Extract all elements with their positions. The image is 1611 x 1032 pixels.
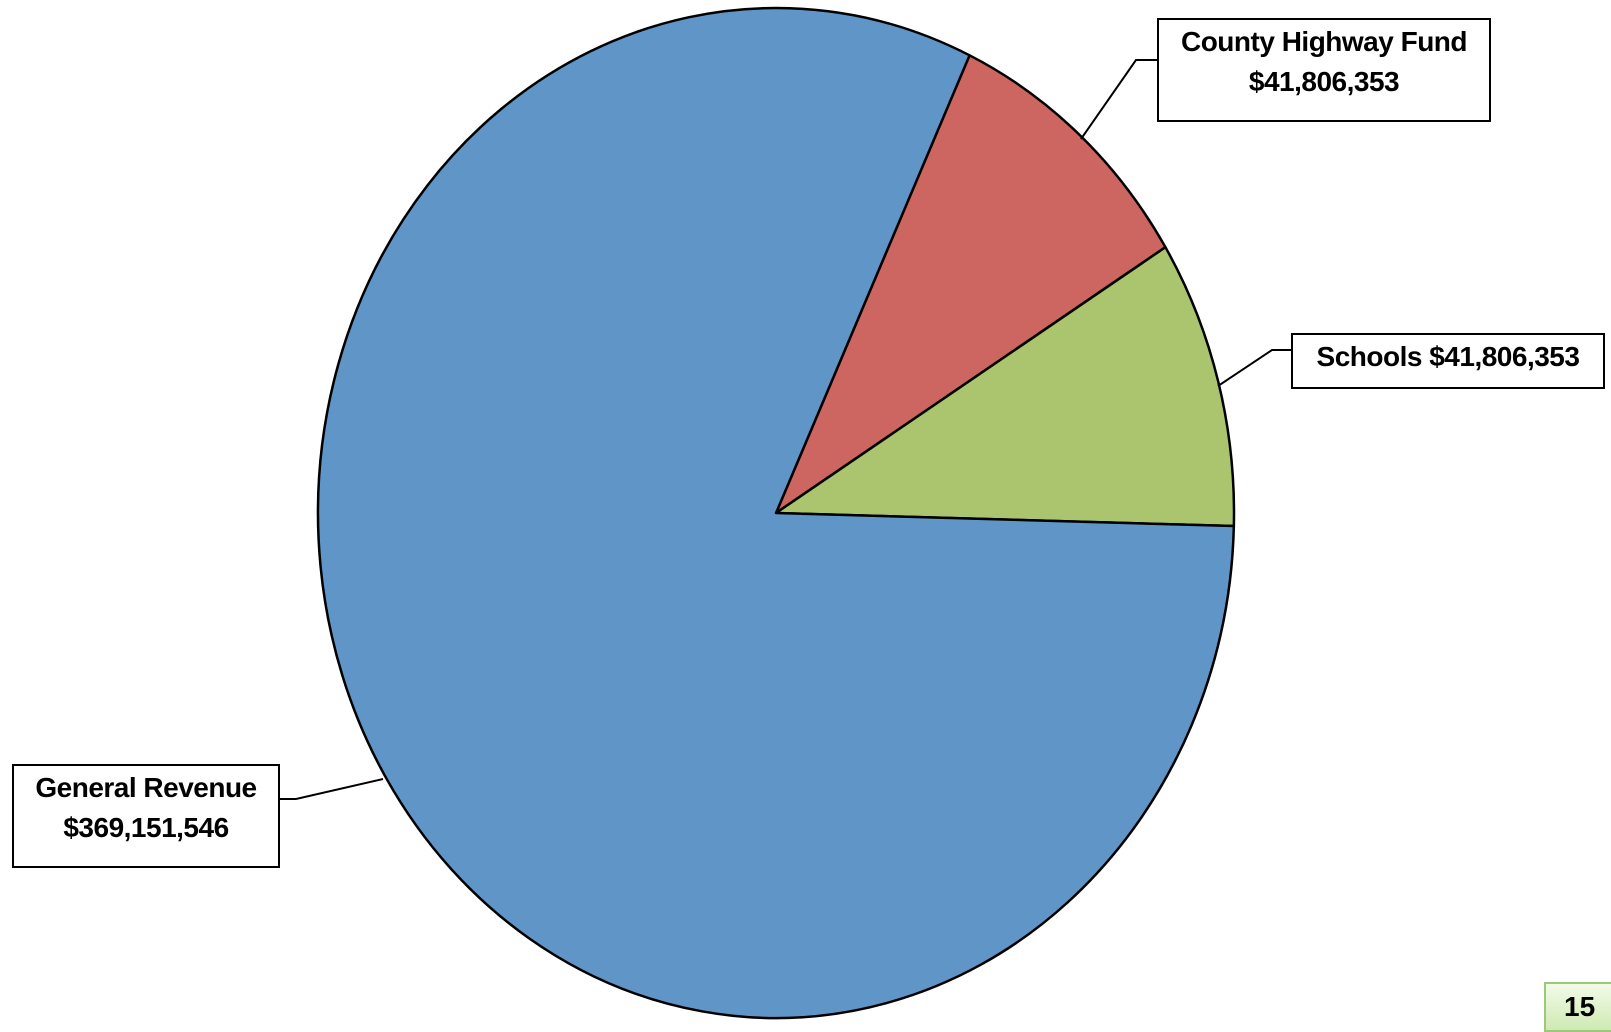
pie-slice-county-highway-fund [774,54,1167,515]
slice-label-name: County Highway Fund [1180,26,1468,57]
leader-lines [280,59,1291,800]
slice-label-schools: Schools $41,806,353 [1291,333,1605,389]
slice-label-name: Schools [1316,341,1430,372]
page-number: 15 [1544,982,1611,1032]
slice-label-name: General Revenue [35,772,257,803]
slice-label-value: $41,806,353 [1248,66,1400,97]
slice-label-county-highway-fund: County Highway Fund $41,806,353 [1157,18,1491,122]
pie-slice-general-revenue [316,6,1236,1020]
slice-label-general-revenue: General Revenue $369,151,546 [12,764,280,868]
leader-line-schools [1217,349,1291,387]
slice-label-value: $369,151,546 [63,812,229,843]
leader-line-county-highway-fund [1080,59,1157,140]
leader-line-general-revenue [280,778,384,800]
slice-label-value: $41,806,353 [1429,341,1580,372]
pie-slice-schools [774,245,1236,528]
pie-slices [316,6,1236,1020]
